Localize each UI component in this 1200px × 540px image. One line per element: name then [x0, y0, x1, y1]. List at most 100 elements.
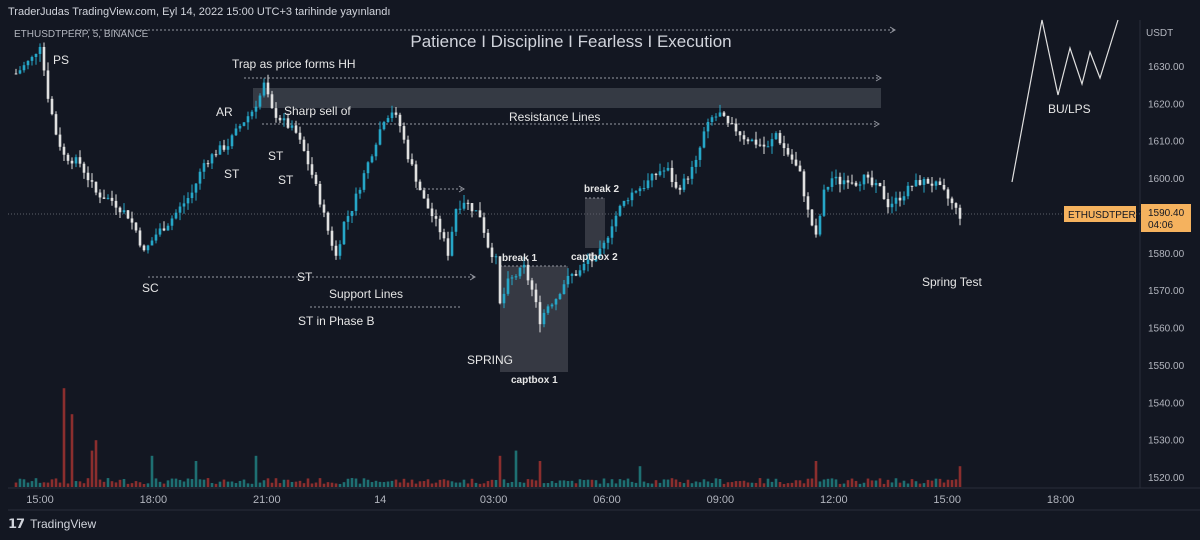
- candle-body: [42, 46, 46, 71]
- candle-body: [254, 106, 258, 112]
- volume-bar: [534, 480, 538, 487]
- candle-body: [206, 163, 210, 165]
- candle-body: [498, 256, 502, 304]
- volume-bar: [602, 478, 606, 487]
- y-tick-label: 1620.00: [1148, 99, 1185, 110]
- candle-body: [378, 129, 382, 145]
- candle-body: [286, 118, 290, 128]
- volume-bar: [26, 482, 30, 487]
- volume-bar: [394, 479, 398, 487]
- candle-body: [82, 163, 86, 173]
- volume-bar: [278, 483, 282, 487]
- volume-bar: [802, 483, 806, 487]
- candle-body: [418, 181, 422, 191]
- annotation-labels: PS Trap as price forms HH AR Sharp sell …: [53, 53, 1091, 367]
- volume-bar: [314, 482, 318, 487]
- candle-body: [774, 133, 778, 140]
- candle-body: [78, 157, 82, 164]
- candle-body: [354, 193, 358, 211]
- candle-body: [18, 70, 22, 74]
- y-tick-label: 1580.00: [1148, 249, 1185, 260]
- volume-bar: [810, 478, 814, 487]
- y-tick-label: 1630.00: [1148, 62, 1185, 73]
- volume-bar: [846, 480, 850, 487]
- captbox-1: [500, 266, 568, 372]
- volume-bar: [98, 479, 102, 487]
- candle-body: [586, 259, 590, 264]
- volume-bar: [170, 478, 174, 487]
- candle-body: [302, 139, 306, 151]
- candle-body: [690, 166, 694, 179]
- candle-body: [578, 270, 582, 276]
- label-trap: Trap as price forms HH: [232, 57, 356, 71]
- volume-bar: [210, 482, 214, 487]
- candle-body: [214, 154, 218, 156]
- volume-bar: [358, 483, 362, 487]
- volume-bar: [578, 479, 582, 487]
- time-axis[interactable]: 15:00 18:00 21:00 14 03:00 06:00 09:00 12:00 15:…: [26, 494, 1074, 506]
- volume-bar: [594, 480, 598, 487]
- volume-bar: [382, 482, 386, 487]
- volume-bar: [274, 478, 278, 487]
- candle-body: [438, 218, 442, 233]
- resistance-zone: [253, 88, 881, 108]
- candle-body: [694, 159, 698, 167]
- label-break-2: break 2: [584, 184, 619, 195]
- volume-bar: [158, 481, 162, 487]
- volume-bar: [634, 482, 638, 487]
- volume-bar: [302, 483, 306, 487]
- volume-bar: [734, 481, 738, 487]
- candle-body: [698, 147, 702, 160]
- volume-bar: [718, 479, 722, 487]
- volume-bar: [62, 388, 66, 487]
- footer[interactable]: 𝟭𝟳 TradingView: [8, 516, 96, 532]
- candle-body: [234, 128, 238, 136]
- symbol-label[interactable]: ETHUSDTPERP, 5, BINANCE: [14, 29, 149, 40]
- candle-body: [406, 139, 410, 160]
- volume-bar: [874, 480, 878, 487]
- volume-bar: [298, 480, 302, 487]
- candle-body: [238, 125, 242, 129]
- candle-body: [414, 164, 418, 182]
- price-axis[interactable]: 1630.001620.001610.001600.001590.001580.…: [1148, 62, 1185, 484]
- candle-body: [946, 189, 950, 199]
- candle-body: [470, 203, 474, 212]
- candle-body: [590, 259, 594, 262]
- volume-bar: [102, 481, 106, 487]
- label-sc: SC: [142, 281, 159, 295]
- candle-body: [490, 247, 494, 258]
- candle-body: [14, 73, 18, 75]
- volume-bar: [638, 466, 642, 487]
- candle-body: [218, 145, 222, 155]
- volume-bar: [406, 482, 410, 487]
- volume-bar: [402, 478, 406, 487]
- volume-bar: [606, 483, 610, 487]
- volume-bar: [430, 483, 434, 487]
- volume-bar: [326, 482, 330, 487]
- candle-body: [50, 98, 54, 115]
- volume-bar: [806, 478, 810, 487]
- volume-bar: [662, 479, 666, 487]
- candle-body: [662, 170, 666, 172]
- volume-bar: [350, 478, 354, 487]
- volume-bar: [934, 478, 938, 487]
- candle-body: [114, 200, 118, 208]
- x-tick-label: 06:00: [593, 494, 621, 506]
- volume-bar: [510, 481, 514, 487]
- volume-bar: [702, 479, 706, 487]
- candle-body: [506, 278, 510, 294]
- candle-body: [834, 176, 838, 179]
- candle-body: [738, 131, 742, 136]
- volume-bar: [834, 479, 838, 487]
- volume-bar: [482, 483, 486, 487]
- candle-body: [102, 197, 106, 199]
- volume-bar: [586, 479, 590, 487]
- candle-body: [454, 209, 458, 232]
- candle-body: [62, 146, 66, 155]
- candle-body: [522, 264, 526, 268]
- volume-bar: [666, 479, 670, 487]
- volume-bar: [822, 479, 826, 487]
- volume-bar: [566, 480, 570, 487]
- volume-bar: [786, 483, 790, 487]
